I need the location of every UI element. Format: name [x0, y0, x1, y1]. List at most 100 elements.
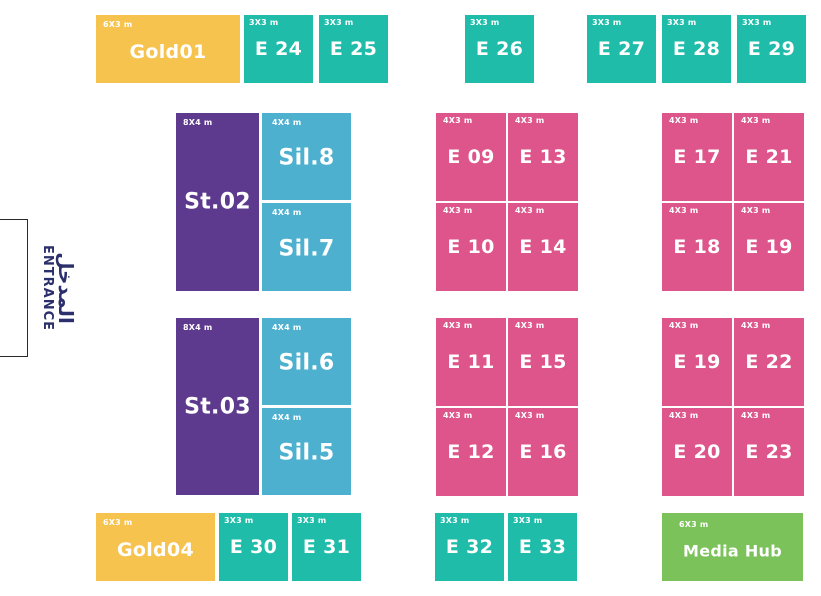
booth-e13[interactable]: 4X3 m E 13: [508, 113, 578, 201]
booth-size: 4X4 m: [272, 323, 302, 332]
booth-e25[interactable]: 3X3 m E 25: [319, 15, 388, 83]
booth-label: Gold01: [96, 41, 240, 64]
booth-label: E 14: [519, 236, 567, 258]
booth-e19-upper[interactable]: 4X3 m E 19: [734, 203, 804, 291]
booth-e31[interactable]: 3X3 m E 31: [292, 513, 361, 581]
booth-size: 4X3 m: [741, 411, 771, 420]
booth-label: St.02: [184, 189, 251, 215]
booth-e17[interactable]: 4X3 m E 17: [662, 113, 732, 201]
booth-e11[interactable]: 4X3 m E 11: [436, 318, 506, 406]
booth-e22[interactable]: 4X3 m E 22: [734, 318, 804, 406]
booth-size: 4X4 m: [272, 118, 302, 127]
booth-size: 4X3 m: [741, 116, 771, 125]
booth-size: 8X4 m: [183, 323, 213, 332]
booth-sil5[interactable]: 4X4 m Sil.5: [262, 408, 351, 495]
booth-label: Sil.6: [278, 350, 335, 376]
booth-size: 4X3 m: [443, 116, 473, 125]
booth-size: 4X4 m: [272, 208, 302, 217]
booth-label: Media Hub: [682, 541, 782, 561]
booth-e19-lower[interactable]: 4X3 m E 19: [662, 318, 732, 406]
booth-label: E 23: [745, 441, 793, 463]
booth-size: 4X3 m: [443, 206, 473, 215]
booth-st03[interactable]: 8X4 m St.03: [176, 318, 259, 495]
booth-e29[interactable]: 3X3 m E 29: [737, 15, 806, 83]
booth-e15[interactable]: 4X3 m E 15: [508, 318, 578, 406]
booth-label: E 29: [747, 38, 796, 60]
booth-size: 3X3 m: [440, 516, 470, 525]
booth-e16[interactable]: 4X3 m E 16: [508, 408, 578, 496]
booth-size: 3X3 m: [513, 516, 543, 525]
booth-e26[interactable]: 3X3 m E 26: [465, 15, 534, 83]
booth-size: 4X3 m: [515, 206, 545, 215]
booth-size: 4X3 m: [515, 116, 545, 125]
booth-e09[interactable]: 4X3 m E 09: [436, 113, 506, 201]
booth-label: E 12: [447, 441, 495, 463]
booth-label: E 19: [745, 236, 793, 258]
booth-size: 3X3 m: [324, 18, 354, 27]
booth-size: 4X3 m: [515, 411, 545, 420]
booth-size: 3X3 m: [224, 516, 254, 525]
booth-size: 4X3 m: [669, 411, 699, 420]
booth-label: E 31: [302, 536, 351, 558]
booth-label: E 27: [597, 38, 646, 60]
booth-size: 3X3 m: [297, 516, 327, 525]
booth-size: 3X3 m: [470, 18, 500, 27]
booth-size: 4X3 m: [669, 321, 699, 330]
booth-label: E 16: [519, 441, 567, 463]
booth-st02[interactable]: 8X4 m St.02: [176, 113, 259, 291]
booth-sil7[interactable]: 4X4 m Sil.7: [262, 203, 351, 291]
booth-size: 6X3 m: [103, 20, 133, 29]
booth-e14[interactable]: 4X3 m E 14: [508, 203, 578, 291]
booth-label: Sil.8: [278, 145, 335, 171]
booth-label: E 22: [745, 351, 793, 373]
booth-label: E 24: [254, 38, 303, 60]
booth-e23[interactable]: 4X3 m E 23: [734, 408, 804, 496]
booth-sil6[interactable]: 4X4 m Sil.6: [262, 318, 351, 405]
booth-gold01[interactable]: 6X3 m Gold01: [96, 15, 240, 83]
booth-label: Sil.7: [278, 236, 335, 262]
booth-label: E 15: [519, 351, 567, 373]
booth-size: 3X3 m: [592, 18, 622, 27]
booth-size: 3X3 m: [667, 18, 697, 27]
booth-label: E 30: [229, 536, 278, 558]
booth-label: E 28: [672, 38, 721, 60]
booth-e33[interactable]: 3X3 m E 33: [508, 513, 577, 581]
booth-size: 3X3 m: [249, 18, 279, 27]
booth-label: E 21: [745, 146, 793, 168]
entrance-door-outline: [0, 219, 28, 357]
booth-e28[interactable]: 3X3 m E 28: [662, 15, 731, 83]
booth-e30[interactable]: 3X3 m E 30: [219, 513, 288, 581]
booth-label: E 18: [673, 236, 721, 258]
booth-size: 4X3 m: [443, 321, 473, 330]
booth-label: St.03: [184, 394, 251, 419]
booth-size: 3X3 m: [742, 18, 772, 27]
booth-e27[interactable]: 3X3 m E 27: [587, 15, 656, 83]
entrance-english-label: ENTRANCE: [40, 245, 55, 331]
booth-label: E 11: [447, 351, 495, 373]
booth-label: E 33: [518, 536, 567, 558]
booth-size: 4X3 m: [741, 321, 771, 330]
booth-sil8[interactable]: 4X4 m Sil.8: [262, 113, 351, 200]
booth-label: E 20: [673, 441, 721, 463]
booth-label: E 17: [673, 146, 721, 168]
booth-size: 4X4 m: [272, 413, 302, 422]
booth-size: 6X3 m: [679, 520, 709, 529]
booth-size: 4X3 m: [443, 411, 473, 420]
booth-label: E 26: [475, 38, 524, 60]
booth-media-hub[interactable]: 6X3 m Media Hub: [662, 513, 803, 581]
booth-e18[interactable]: 4X3 m E 18: [662, 203, 732, 291]
booth-e21[interactable]: 4X3 m E 21: [734, 113, 804, 201]
booth-e12[interactable]: 4X3 m E 12: [436, 408, 506, 496]
booth-gold04[interactable]: 6X3 m Gold04: [96, 513, 215, 581]
booth-size: 4X3 m: [669, 206, 699, 215]
booth-e24[interactable]: 3X3 m E 24: [244, 15, 313, 83]
booth-label: Gold04: [96, 539, 215, 562]
booth-e32[interactable]: 3X3 m E 32: [435, 513, 504, 581]
entrance-label: المدخل ENTRANCE: [34, 219, 82, 357]
booth-size: 6X3 m: [103, 518, 133, 527]
booth-size: 4X3 m: [669, 116, 699, 125]
booth-e10[interactable]: 4X3 m E 10: [436, 203, 506, 291]
booth-e20[interactable]: 4X3 m E 20: [662, 408, 732, 496]
booth-label: E 32: [445, 536, 494, 558]
entrance-arabic-label: المدخل: [54, 252, 78, 324]
